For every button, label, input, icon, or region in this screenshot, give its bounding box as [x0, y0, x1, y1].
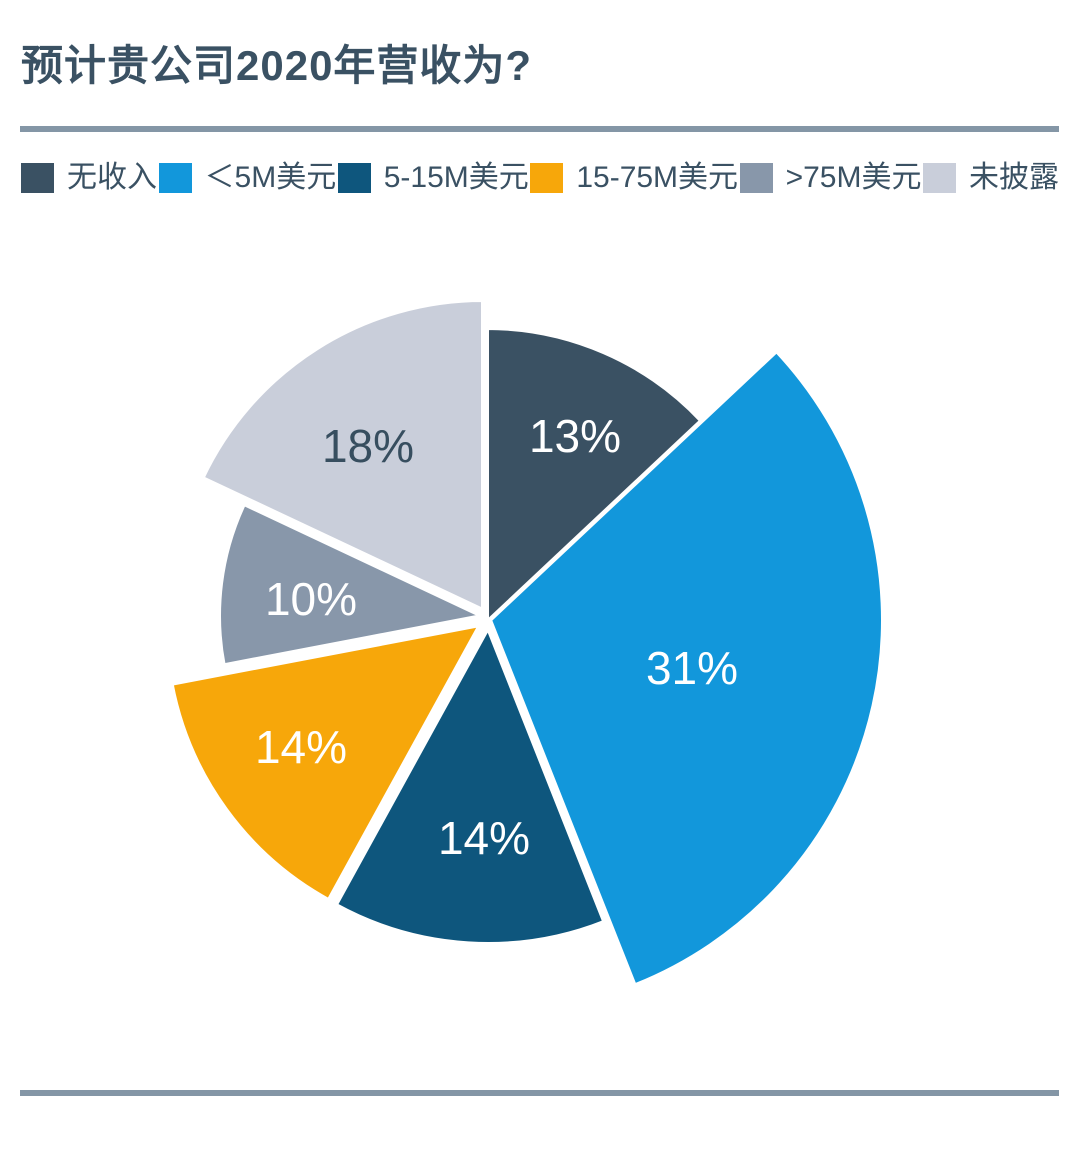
legend-swatch-icon	[530, 163, 564, 193]
legend-item-1: 无收入	[21, 163, 157, 193]
legend-swatch-icon	[923, 163, 956, 193]
legend-item-5: >75M美元	[739, 161, 922, 194]
legend-item-2: ＜5M美元	[158, 161, 337, 194]
legend-label: 15-75M美元	[576, 161, 739, 194]
slice-label-1: 13%	[529, 410, 621, 462]
pie-slice-1	[485, 326, 704, 624]
legend-swatch-icon	[739, 163, 773, 193]
legend-swatch-icon	[21, 163, 54, 193]
page-title: 预计贵公司2020年营收为?	[21, 42, 533, 89]
slice-label-2: 31%	[646, 642, 738, 694]
slice-label-5: 10%	[265, 573, 357, 625]
chart-legend: 无收入 ＜5M美元 5-15M美元 15-75M美元 >75M美元 未披露	[21, 163, 1059, 193]
legend-label: ＜5M美元	[204, 161, 337, 194]
pie-slice-6	[200, 298, 485, 612]
legend-label: 未披露	[969, 161, 1059, 194]
legend-item-6: 未披露	[923, 163, 1059, 193]
pie-slice-2	[488, 349, 885, 988]
slice-label-6: 18%	[322, 420, 414, 472]
bottom-divider	[20, 1090, 1059, 1096]
legend-label: >75M美元	[785, 161, 922, 194]
pie-slice-4	[169, 623, 482, 903]
legend-swatch-icon	[158, 163, 192, 193]
slice-label-4: 14%	[255, 721, 347, 773]
pie-slice-3	[333, 626, 607, 946]
legend-item-3: 5-15M美元	[337, 161, 529, 194]
legend-swatch-icon	[337, 163, 371, 193]
pie-slice-5	[217, 502, 484, 668]
legend-item-4: 15-75M美元	[530, 163, 738, 193]
legend-label: 无收入	[67, 161, 157, 194]
title-divider	[20, 126, 1059, 132]
slice-label-3: 14%	[438, 812, 530, 864]
legend-label: 5-15M美元	[383, 161, 529, 194]
